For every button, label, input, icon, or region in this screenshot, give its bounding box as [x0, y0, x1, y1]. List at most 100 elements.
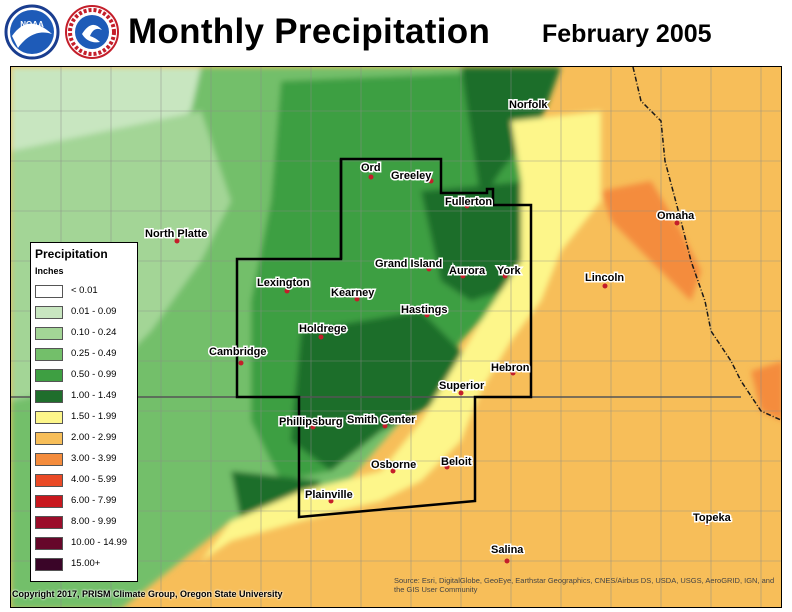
- city-label: Omaha: [657, 210, 695, 222]
- city-label: Plainville: [305, 489, 353, 501]
- legend-swatch: [35, 474, 63, 487]
- city-superior: Superior: [438, 379, 486, 396]
- city-label: Cambridge: [209, 346, 266, 358]
- legend-item: 6.00 - 7.99: [35, 493, 135, 511]
- legend-item: 0.10 - 0.24: [35, 325, 135, 343]
- city-plainville: Plainville: [304, 488, 354, 504]
- legend-label: 8.00 - 9.99: [71, 516, 117, 527]
- city-label: Lexington: [257, 277, 310, 289]
- city-beloit: Beloit: [440, 455, 473, 470]
- legend-swatch: [35, 369, 63, 382]
- legend-label: 15.00+: [71, 558, 101, 569]
- noaa-logo: NOAA: [4, 4, 60, 60]
- city-label: Phillipsburg: [279, 416, 343, 428]
- city-york: York: [496, 264, 523, 279]
- legend-swatch: [35, 453, 63, 466]
- legend-label: 0.10 - 0.24: [71, 327, 117, 338]
- legend-item: < 0.01: [35, 283, 135, 301]
- city-label: Beloit: [441, 456, 472, 468]
- map-title: Monthly Precipitation: [128, 12, 491, 51]
- legend-item: 1.50 - 1.99: [35, 409, 135, 427]
- legend-title: Precipitation: [35, 247, 108, 261]
- city-label: Salina: [491, 544, 524, 556]
- legend-swatch: [35, 285, 63, 298]
- legend-label: 0.50 - 0.99: [71, 369, 117, 380]
- city-fullerton: Fullerton: [444, 195, 494, 210]
- legend: Precipitation Inches < 0.01 0.01 - 0.09 0.…: [30, 242, 138, 582]
- city-topeka: Topeka: [692, 511, 733, 526]
- legend-swatch: [35, 327, 63, 340]
- forecast-area-outline: [235, 157, 533, 519]
- legend-item: 15.00+: [35, 556, 135, 574]
- legend-label: 2.00 - 2.99: [71, 432, 117, 443]
- city-label: Fullerton: [445, 196, 492, 208]
- city-label: Holdrege: [299, 323, 347, 335]
- legend-item: 0.50 - 0.99: [35, 367, 135, 385]
- city-phillipsburg: Phillipsburg: [278, 415, 344, 430]
- legend-label: 0.01 - 0.09: [71, 306, 117, 317]
- city-label: Norfolk: [509, 99, 548, 111]
- city-osborne: Osborne: [370, 458, 418, 474]
- legend-swatch: [35, 306, 63, 319]
- zone-100-149-smith-center: [291, 311, 471, 471]
- city-lincoln: Lincoln: [584, 271, 626, 289]
- city-label: Greeley: [391, 170, 432, 182]
- precipitation-map: Norfolk Ord Greeley Fullerton Omaha Nort…: [10, 66, 782, 608]
- city-hastings: Hastings: [400, 303, 449, 318]
- city-label: York: [497, 265, 522, 277]
- legend-swatch: [35, 390, 63, 403]
- city-holdrege: Holdrege: [298, 322, 348, 340]
- copyright-text: Copyright 2017, PRISM Climate Group, Ore…: [12, 589, 283, 599]
- legend-swatch: [35, 558, 63, 571]
- legend-item: 1.00 - 1.49: [35, 388, 135, 406]
- legend-item: 3.00 - 3.99: [35, 451, 135, 469]
- legend-item: 2.00 - 2.99: [35, 430, 135, 448]
- legend-swatch: [35, 537, 63, 550]
- city-greeley: Greeley: [390, 169, 434, 184]
- city-label: Hebron: [491, 362, 530, 374]
- legend-item: 8.00 - 9.99: [35, 514, 135, 532]
- legend-units: Inches: [35, 266, 64, 276]
- legend-item: 0.01 - 0.09: [35, 304, 135, 322]
- legend-swatch: [35, 348, 63, 361]
- legend-swatch: [35, 516, 63, 529]
- legend-label: 3.00 - 3.99: [71, 453, 117, 464]
- city-salina: Salina: [490, 543, 526, 564]
- city-norfolk: Norfolk: [508, 98, 550, 113]
- map-canvas: Norfolk Ord Greeley Fullerton Omaha Nort…: [11, 67, 781, 607]
- city-markers: Norfolk Ord Greeley Fullerton Omaha Nort…: [144, 98, 733, 564]
- legend-label: 10.00 - 14.99: [71, 537, 127, 548]
- zone-300-399-east: [751, 361, 781, 421]
- city-label: Grand Island: [375, 258, 442, 270]
- city-hebron: Hebron: [490, 361, 531, 376]
- legend-swatch: [35, 411, 63, 424]
- legend-item: 4.00 - 5.99: [35, 472, 135, 490]
- city-omaha: Omaha: [656, 209, 697, 226]
- city-label: Kearney: [331, 287, 375, 299]
- map-date: February 2005: [542, 20, 712, 48]
- city-label: Osborne: [371, 459, 416, 471]
- legend-label: 4.00 - 5.99: [71, 474, 117, 485]
- city-ord: Ord: [360, 161, 382, 180]
- header: NOAA Monthly Precipitation February 2005: [0, 0, 792, 66]
- city-lexington: Lexington: [256, 276, 311, 294]
- national-weather-service-logo: [65, 5, 119, 59]
- legend-swatch: [35, 495, 63, 508]
- city-label: Topeka: [693, 512, 732, 524]
- legend-label: 1.00 - 1.49: [71, 390, 117, 401]
- city-kearney: Kearney: [330, 286, 377, 302]
- legend-label: 1.50 - 1.99: [71, 411, 117, 422]
- city-label: Lincoln: [585, 272, 624, 284]
- city-label: Ord: [361, 162, 381, 174]
- city-north-platte: North Platte: [144, 227, 209, 244]
- city-grand-island: Grand Island: [374, 257, 444, 272]
- legend-label: 0.25 - 0.49: [71, 348, 117, 359]
- legend-item: 10.00 - 14.99: [35, 535, 135, 553]
- legend-swatch: [35, 432, 63, 445]
- city-cambridge: Cambridge: [208, 345, 268, 366]
- source-attribution: Source: Esri, DigitalGlobe, GeoEye, Eart…: [394, 576, 775, 594]
- missouri-river-border: [632, 67, 781, 421]
- svg-text:NOAA: NOAA: [20, 20, 44, 29]
- city-aurora: Aurora: [448, 264, 487, 279]
- city-label: Hastings: [401, 304, 447, 316]
